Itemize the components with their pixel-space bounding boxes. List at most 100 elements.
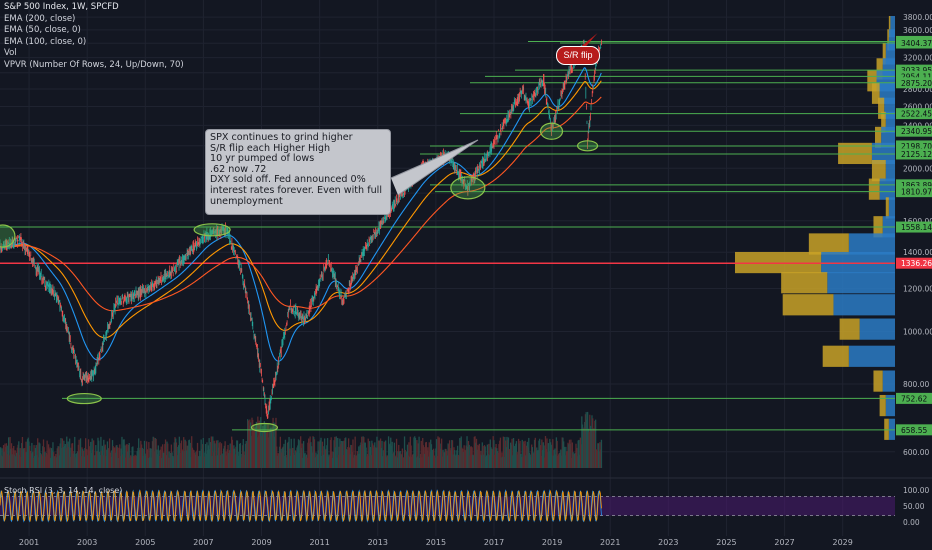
volume-bar <box>462 451 465 468</box>
volume-bar <box>578 439 580 468</box>
volume-bar <box>600 449 602 468</box>
price-tick-label: 3600.00 <box>903 26 932 35</box>
volume-bar <box>596 450 598 468</box>
volume-bar <box>564 455 566 468</box>
volume-bar <box>286 442 289 468</box>
volume-bar <box>218 443 220 468</box>
volume-bar <box>192 449 194 468</box>
volume-bar <box>215 440 218 468</box>
price-axis[interactable]: 600.00 800.00 1000.00 1200.00 1400.00 1600.00… <box>896 13 932 457</box>
volume-bar <box>295 452 297 468</box>
volume-bar <box>122 439 125 468</box>
volume-bar <box>390 437 392 468</box>
volume-bar <box>157 445 159 468</box>
volume-bar <box>446 455 449 468</box>
volume-bar <box>384 442 386 468</box>
legend-ema-100[interactable]: EMA (100, close, 0) <box>4 36 87 47</box>
volume-bar <box>151 441 154 468</box>
stoch-rsi-label[interactable]: Stoch RSI (3, 3, 14, 14, close) <box>4 486 123 495</box>
annotation-note[interactable]: SPX continues to grind higher S/R flip e… <box>205 129 391 215</box>
sr-flip-callout[interactable]: S/R flip <box>556 46 600 65</box>
volume-bar <box>110 456 112 468</box>
vpvr-up-bar <box>859 318 895 340</box>
volume-bar <box>306 457 308 468</box>
volume-bar <box>507 437 510 468</box>
volume-bar <box>309 436 311 468</box>
volume-bar <box>24 452 26 468</box>
volume-bar <box>129 457 131 468</box>
volume-bar <box>591 415 593 468</box>
volume-bar <box>556 440 558 468</box>
legend-vpvr[interactable]: VPVR (Number Of Rows, 24, Up/Down, 70) <box>4 59 184 70</box>
time-axis[interactable]: 2001 2003 2005 2007 2009 2011 2013 2015 2017 2019… <box>19 538 853 547</box>
level-label: 752.62 <box>901 394 927 403</box>
volume-bar <box>275 417 277 468</box>
volume-bar <box>126 444 128 468</box>
volume-bar <box>445 448 447 468</box>
volume-bar <box>398 444 400 468</box>
volume-bar <box>299 452 301 468</box>
volume-bar <box>0 447 2 468</box>
volume-bar <box>261 431 263 468</box>
volume-bar <box>191 436 193 468</box>
stoch-tick-label: 0.00 <box>903 518 920 527</box>
volume-bar <box>581 424 584 468</box>
volume-bar <box>318 450 320 468</box>
time-tick-label: 2003 <box>77 538 97 547</box>
volume-bar <box>316 455 318 468</box>
volume-bar <box>116 445 118 468</box>
volume-bar <box>377 440 380 468</box>
volume-bar <box>393 452 395 468</box>
legend-ema-50[interactable]: EMA (50, close, 0) <box>4 25 81 35</box>
volume-bar <box>595 449 597 468</box>
volume-bar <box>167 443 169 468</box>
volume-bar <box>356 451 358 468</box>
volume-bar <box>566 451 568 468</box>
volume-bar <box>437 436 439 468</box>
volume-bar <box>208 438 210 468</box>
volume-bar <box>541 439 543 468</box>
volume-bar <box>132 446 134 468</box>
volume-bar <box>534 437 536 468</box>
volume-bar <box>461 447 463 468</box>
volume-bar <box>133 456 135 468</box>
volume-bar <box>40 454 42 468</box>
volume-bar <box>268 437 270 468</box>
volume-bar <box>289 448 291 468</box>
volume-bar <box>517 454 519 468</box>
volume-bar <box>231 439 234 468</box>
volume-bar <box>61 438 64 468</box>
volume-bar <box>486 455 488 468</box>
volume-bar <box>286 454 288 468</box>
volume-bar <box>547 452 549 468</box>
volume-bar <box>185 441 187 468</box>
volume-bar <box>170 444 173 468</box>
volume-bar <box>326 438 329 468</box>
stoch-d-line <box>0 489 602 523</box>
volume-bar <box>165 455 167 468</box>
volume-bar <box>443 452 446 468</box>
volume-bar <box>67 441 69 468</box>
volume-bar <box>598 451 600 468</box>
legend-volume[interactable]: Vol <box>4 48 17 58</box>
volume-bar <box>320 437 322 468</box>
volume-bar <box>273 436 276 468</box>
volume-bar <box>134 454 136 468</box>
volume-bar <box>345 437 347 468</box>
volume-bar <box>570 439 572 468</box>
volume-bar <box>522 457 524 468</box>
volume-bar <box>0 455 3 468</box>
volume-bar <box>462 448 464 468</box>
volume-bar <box>33 445 35 468</box>
volume-bar <box>355 455 358 468</box>
volume-bar <box>377 447 379 468</box>
volume-bar <box>50 457 52 468</box>
legend-ema-200[interactable]: EMA (200, close) <box>4 13 76 24</box>
volume-bar <box>247 420 250 468</box>
volume-bar <box>475 438 478 468</box>
volume-bar <box>594 419 597 468</box>
volume-bar <box>10 443 13 468</box>
volume-bar <box>231 436 233 468</box>
volume-bar <box>80 456 82 468</box>
